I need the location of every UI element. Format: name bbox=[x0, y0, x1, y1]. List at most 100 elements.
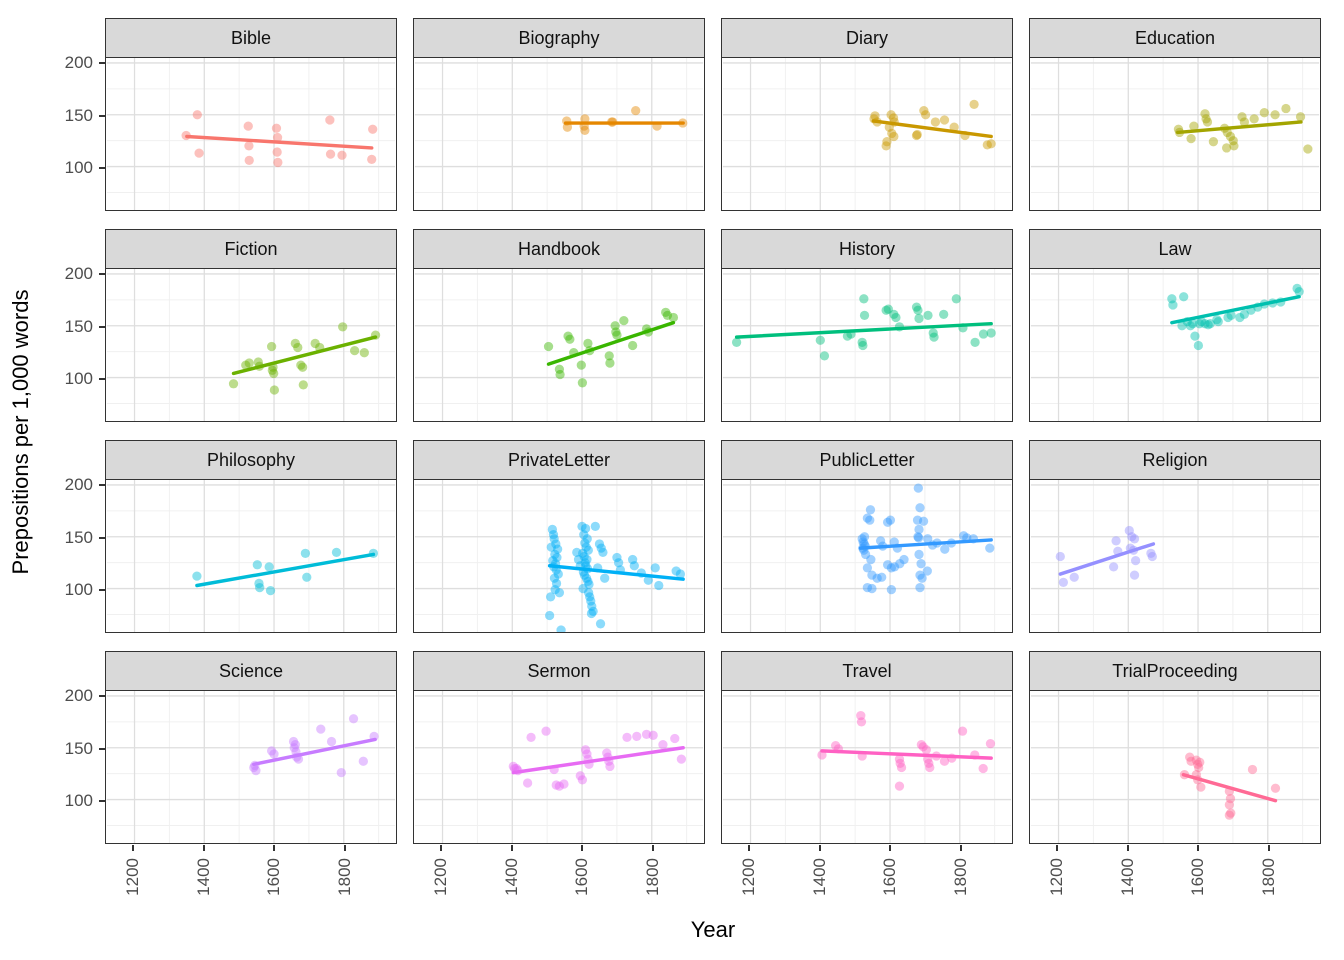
facet-strip: Education bbox=[1029, 18, 1321, 58]
data-point bbox=[578, 548, 588, 558]
data-point bbox=[580, 538, 590, 548]
x-axis-title: Year bbox=[690, 917, 736, 942]
y-tick-label: 200 bbox=[64, 264, 93, 283]
data-point bbox=[1226, 310, 1236, 321]
data-point bbox=[913, 533, 924, 543]
data-point bbox=[896, 762, 907, 773]
facet-panel-biography bbox=[413, 57, 705, 211]
data-point bbox=[641, 729, 652, 739]
data-point bbox=[918, 742, 928, 752]
facet-strip-label: Education bbox=[1134, 27, 1216, 48]
data-point bbox=[579, 530, 589, 540]
facet-strip-label: Bible bbox=[230, 27, 272, 48]
data-point bbox=[986, 139, 996, 149]
data-point bbox=[622, 732, 632, 743]
data-point bbox=[298, 380, 308, 390]
data-point bbox=[1200, 109, 1210, 119]
data-point bbox=[583, 338, 593, 349]
data-point bbox=[337, 150, 347, 160]
data-point bbox=[922, 566, 932, 576]
data-point bbox=[830, 741, 841, 751]
facet-strip: Handbook bbox=[413, 229, 705, 269]
trend-line bbox=[511, 746, 685, 775]
data-point bbox=[551, 578, 562, 589]
data-point bbox=[1239, 309, 1250, 320]
data-point bbox=[1129, 570, 1140, 580]
facet-panel-history bbox=[721, 268, 1013, 422]
facet-history: History bbox=[721, 229, 1013, 423]
data-point bbox=[913, 305, 923, 315]
data-point bbox=[1177, 321, 1187, 331]
data-point bbox=[1202, 117, 1213, 127]
data-point bbox=[887, 128, 897, 139]
data-point bbox=[610, 321, 620, 331]
y-axis-tick bbox=[99, 167, 105, 169]
data-point bbox=[856, 717, 867, 727]
data-point bbox=[1185, 321, 1196, 331]
data-point bbox=[886, 563, 897, 573]
data-point bbox=[916, 740, 927, 750]
data-point bbox=[358, 756, 368, 766]
data-point bbox=[596, 543, 606, 553]
data-point bbox=[594, 539, 605, 549]
data-point bbox=[580, 523, 591, 534]
data-point bbox=[543, 341, 554, 352]
data-point bbox=[1270, 783, 1281, 793]
data-point bbox=[554, 588, 565, 598]
data-point bbox=[553, 569, 563, 579]
data-point bbox=[272, 147, 282, 157]
data-point bbox=[359, 348, 369, 358]
facet-privateletter: PrivateLetter bbox=[413, 440, 705, 634]
data-point bbox=[986, 328, 996, 338]
facet-panel-publicletter bbox=[721, 479, 1013, 633]
data-point bbox=[580, 125, 590, 135]
facet-panel-science bbox=[105, 690, 397, 844]
facet-strip-label: Travel bbox=[842, 660, 892, 681]
data-point bbox=[554, 364, 565, 374]
data-point bbox=[1205, 319, 1215, 329]
data-point bbox=[586, 596, 596, 606]
data-point bbox=[895, 758, 905, 768]
y-axis-tick bbox=[99, 536, 105, 539]
data-point bbox=[1303, 144, 1313, 154]
facet-strip: PrivateLetter bbox=[413, 440, 705, 480]
x-tick-label: 1200 bbox=[739, 858, 758, 896]
data-point bbox=[612, 330, 622, 340]
facet-strip-label: TrialProceeding bbox=[1112, 660, 1238, 681]
x-tick-label: 1600 bbox=[572, 858, 592, 896]
x-tick-label: 1400 bbox=[1117, 858, 1137, 896]
data-point bbox=[1069, 572, 1079, 582]
data-point bbox=[1235, 312, 1245, 323]
data-point bbox=[650, 563, 660, 573]
data-point bbox=[859, 294, 869, 304]
data-point bbox=[602, 748, 612, 758]
data-point bbox=[556, 625, 566, 632]
data-point bbox=[548, 530, 559, 540]
y-axis-tick bbox=[99, 747, 105, 750]
data-point bbox=[1188, 319, 1198, 329]
data-point bbox=[1201, 114, 1211, 124]
data-point bbox=[930, 117, 941, 127]
facet-panel-privateletter bbox=[413, 479, 705, 633]
trend-line bbox=[1181, 772, 1278, 803]
data-point bbox=[550, 549, 560, 560]
data-point bbox=[1223, 312, 1233, 323]
data-point bbox=[895, 559, 905, 569]
y-tick-label: 100 bbox=[64, 580, 93, 599]
facet-strip: Fiction bbox=[105, 229, 397, 269]
data-point bbox=[1239, 117, 1250, 127]
data-point bbox=[1281, 103, 1291, 114]
y-axis-tick bbox=[99, 273, 105, 275]
data-point bbox=[1213, 316, 1223, 327]
data-point bbox=[613, 558, 624, 568]
data-point bbox=[293, 342, 303, 353]
data-point bbox=[581, 542, 591, 552]
data-point bbox=[192, 110, 202, 120]
data-point bbox=[288, 736, 299, 747]
data-point bbox=[643, 575, 653, 585]
data-point bbox=[970, 337, 980, 347]
data-point bbox=[244, 141, 254, 151]
data-point bbox=[925, 762, 935, 773]
facet-strip-label: History bbox=[838, 238, 895, 259]
